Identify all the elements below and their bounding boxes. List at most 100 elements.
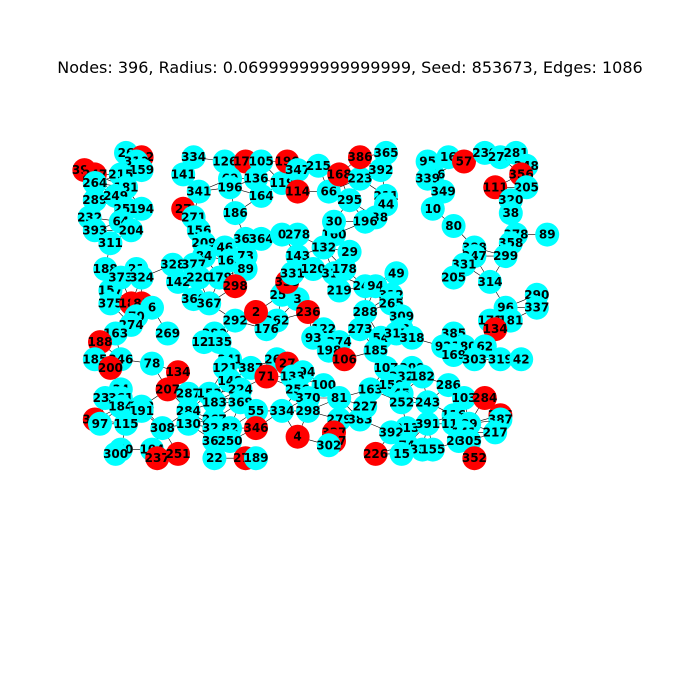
- graph-node-label: 66: [320, 185, 337, 199]
- graph-node-circle: [181, 145, 206, 170]
- graph-node: 352: [462, 446, 487, 471]
- graph-node-label: 134: [483, 322, 508, 336]
- graph-node-label: 80: [445, 219, 462, 233]
- graph-node-label: 29: [341, 245, 358, 259]
- graph-node: 189: [243, 446, 269, 471]
- graph-node-circle: [129, 265, 154, 290]
- graph-node: 186: [223, 201, 248, 226]
- graph-node-circle: [140, 351, 164, 376]
- graph-node: 223: [347, 166, 373, 191]
- graph-node-label: 205: [514, 180, 539, 194]
- graph-node-label: 328: [160, 258, 185, 272]
- graph-node-label: 349: [431, 185, 456, 199]
- graph-node-label: 184: [108, 400, 133, 414]
- graph-node-circle: [363, 441, 388, 466]
- graph-node-circle: [306, 153, 331, 178]
- graph-node-circle: [98, 291, 123, 316]
- graph-node-label: 243: [415, 395, 440, 409]
- graph-node-label: 223: [347, 172, 372, 186]
- graph-node-label: 155: [420, 443, 445, 457]
- graph-node-label: 182: [410, 370, 435, 384]
- graph-node: 71: [254, 364, 279, 389]
- graph-node-circle: [218, 429, 242, 453]
- graph-node-label: 334: [269, 404, 294, 418]
- graph-node-label: 55: [248, 404, 265, 418]
- graph-node: 251: [165, 441, 191, 466]
- graph-node-label: 89: [539, 228, 556, 242]
- graph-node-circle: [285, 424, 310, 449]
- graph-node: 219: [327, 278, 352, 303]
- graph-node: 89: [233, 257, 258, 281]
- graph-node: 299: [493, 244, 518, 269]
- graph-node: 22: [202, 446, 227, 471]
- graph-node-circle: [462, 347, 487, 372]
- graph-node-circle: [150, 416, 175, 441]
- graph-node-circle: [348, 145, 372, 170]
- graph-node-label: 299: [493, 249, 518, 263]
- graph-node-label: 176: [254, 322, 279, 336]
- graph-node: 391: [415, 411, 440, 436]
- graph-node-label: 78: [144, 357, 161, 371]
- graph-node: 15: [389, 441, 414, 466]
- graph-node-label: 341: [186, 185, 211, 199]
- graph-node-circle: [524, 295, 549, 320]
- graph-node: 114: [285, 179, 310, 204]
- graph-node-circle: [363, 338, 388, 363]
- graph-node-label: 289: [82, 193, 107, 207]
- graph-node-circle: [358, 377, 383, 402]
- graph-node: 252: [389, 390, 414, 415]
- graph-node: 97: [88, 411, 112, 436]
- graph-node-circle: [244, 416, 268, 441]
- graph-node-circle: [410, 364, 435, 389]
- graph-node: 196: [353, 209, 378, 234]
- graph-node: 269: [155, 321, 180, 346]
- graph-node-label: 298: [295, 404, 320, 418]
- graph-node-label: 196: [217, 180, 242, 194]
- graph-node-label: 236: [295, 305, 320, 319]
- graph-node-label: 105: [249, 155, 274, 169]
- graph-node-label: 163: [358, 382, 383, 396]
- graph-node: 237: [145, 446, 170, 471]
- graph-node-label: 164: [249, 189, 274, 203]
- graph-node-circle: [285, 222, 310, 247]
- graph-node-label: 30: [326, 215, 343, 229]
- graph-node-circle: [420, 196, 445, 221]
- graph-node: 194: [129, 196, 154, 221]
- graph-node-circle: [186, 179, 211, 204]
- graph-node-circle: [249, 226, 274, 251]
- graph-node-circle: [166, 441, 190, 466]
- graph-node-circle: [88, 411, 112, 436]
- graph-node: 183: [202, 390, 227, 415]
- graph-node-label: 392: [379, 425, 404, 439]
- graph-node-label: 142: [165, 275, 190, 289]
- graph-node-label: 393: [82, 223, 107, 237]
- graph-node-circle: [285, 179, 310, 204]
- graph-node-circle: [441, 343, 466, 367]
- graph-node-circle: [244, 446, 268, 471]
- graph-node-label: 305: [457, 434, 482, 448]
- graph-node-circle: [202, 390, 227, 415]
- graph-node-label: 250: [217, 434, 242, 448]
- graph-node-circle: [420, 437, 445, 462]
- graph-node: 314: [477, 269, 503, 294]
- graph-node-circle: [509, 347, 534, 372]
- graph-node: 300: [103, 441, 128, 466]
- graph-node: 364: [249, 226, 274, 251]
- graph-node-label: 319: [488, 352, 513, 366]
- graph-node: 375: [98, 291, 123, 316]
- graph-node-circle: [389, 390, 414, 415]
- graph-node: 273: [347, 317, 373, 342]
- graph-node-label: 141: [171, 167, 196, 181]
- graph-node-circle: [98, 355, 123, 380]
- graph-node-circle: [337, 188, 362, 213]
- graph-node: 81: [327, 386, 352, 410]
- graph-node-label: 115: [113, 417, 138, 431]
- graph-node-circle: [311, 235, 336, 260]
- graph-node-circle: [223, 201, 248, 226]
- graph-node-circle: [535, 222, 560, 247]
- graph-node-label: 220: [186, 271, 211, 285]
- graph-node-label: 2: [252, 305, 260, 319]
- graph-node-label: 352: [462, 451, 487, 465]
- graph-node-label: 42: [513, 352, 530, 366]
- graph-node-label: 178: [332, 262, 357, 276]
